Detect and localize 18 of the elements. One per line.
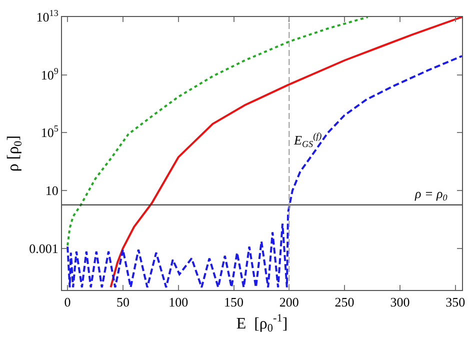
x-tick-label: 100: [168, 294, 188, 310]
line-series: [66, 55, 462, 288]
line-series: [66, 17, 369, 246]
x-tick-label: 200: [279, 294, 299, 310]
y-tick-label: 0.001: [29, 240, 58, 256]
x-tick-label: 150: [224, 294, 244, 310]
y-tick-label: 10$^{13}$: [36, 8, 59, 25]
x-tick-label: 300: [390, 294, 410, 310]
x-tick-label: 0: [64, 294, 71, 310]
y-tick-label: 10$^{5}$: [40, 124, 59, 140]
y-tick-label: 10$^{9}$: [40, 66, 59, 82]
x-tick-label: 50: [116, 294, 130, 310]
x-tick-label: 250: [334, 294, 354, 310]
y-tick-label: 10: [45, 183, 58, 198]
line-series: [110, 17, 462, 288]
ref-line-label: ρ = ρ$_{0}$: [414, 186, 448, 203]
x-axis-title: E [ρ$_{0}$$^{-1}$]: [236, 312, 288, 335]
x-tick-label: 350: [446, 294, 466, 310]
